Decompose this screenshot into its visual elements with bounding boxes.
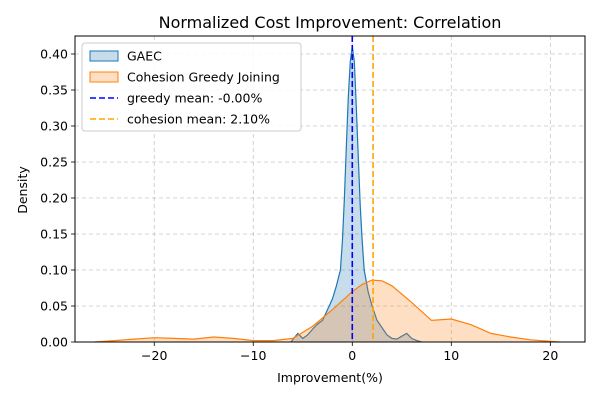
y-tick-label: 0.10 — [40, 263, 68, 278]
x-tick-label: 10 — [443, 348, 459, 363]
y-tick-label: 0.00 — [40, 335, 68, 350]
legend-label: GAEC — [127, 49, 162, 64]
legend-label: Cohesion Greedy Joining — [127, 70, 280, 85]
series-area-1 — [94, 280, 561, 342]
plot-frame — [74, 35, 586, 343]
x-tick-label: 0 — [348, 348, 356, 363]
x-tick-label: 20 — [542, 348, 558, 363]
x-tick-label: −10 — [240, 348, 266, 363]
series-area-0 — [290, 46, 422, 343]
x-axis-ticks: −20 −10 0 10 20 — [141, 342, 558, 363]
reference-lines — [351, 36, 374, 342]
chart-title: Normalized Cost Improvement: Correlation — [159, 13, 502, 32]
legend-label: greedy mean: -0.00% — [127, 91, 262, 106]
y-tick-label: 0.25 — [40, 155, 68, 170]
y-tick-label: 0.40 — [40, 47, 68, 62]
series-line-0 — [290, 46, 422, 343]
legend-swatch — [89, 50, 119, 62]
y-tick-label: 0.35 — [40, 83, 68, 98]
x-tick-label: −20 — [141, 348, 167, 363]
legend-swatch — [89, 71, 119, 83]
y-tick-label: 0.05 — [40, 299, 68, 314]
y-axis-label: Density — [15, 166, 30, 214]
y-tick-label: 0.20 — [40, 191, 68, 206]
legend: GAEC Cohesion Greedy Joining greedy mean: … — [81, 42, 302, 132]
legend-label: cohesion mean: 2.10% — [127, 112, 270, 127]
y-tick-label: 0.15 — [40, 227, 68, 242]
y-tick-label: 0.30 — [40, 119, 68, 134]
y-axis-ticks: 0.00 0.05 0.10 0.15 0.20 0.25 0.30 0.35 0.40 — [40, 47, 75, 350]
x-axis-label: Improvement(%) — [277, 370, 383, 385]
legend-box — [81, 42, 302, 132]
